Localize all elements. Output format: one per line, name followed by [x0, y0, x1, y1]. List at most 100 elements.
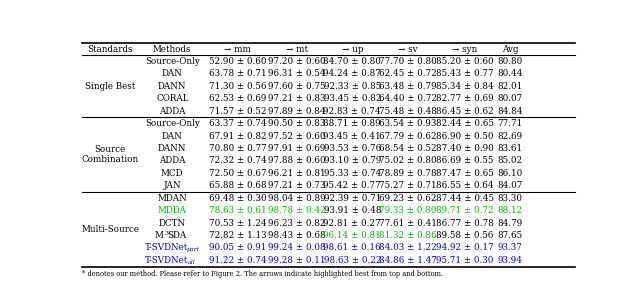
Text: 95.33 ± 0.74: 95.33 ± 0.74	[324, 169, 381, 178]
Text: 77.61 ± 0.41: 77.61 ± 0.41	[379, 219, 436, 228]
Text: 63.37 ± 0.74: 63.37 ± 0.74	[209, 119, 266, 128]
Text: 84.07: 84.07	[497, 181, 523, 190]
Text: Avg: Avg	[502, 45, 518, 54]
Text: 87.44 ± 0.45: 87.44 ± 0.45	[436, 194, 494, 203]
Text: → mm: → mm	[224, 45, 251, 54]
Text: Multi-Source: Multi-Source	[81, 225, 140, 234]
Text: 87.65: 87.65	[498, 231, 523, 240]
Text: 68.54 ± 0.52: 68.54 ± 0.52	[379, 144, 436, 153]
Text: 89.71 ± 0.72: 89.71 ± 0.72	[436, 206, 493, 215]
Text: → mt: → mt	[285, 45, 308, 54]
Text: 77.70 ± 0.80: 77.70 ± 0.80	[379, 57, 436, 66]
Text: 83.61: 83.61	[498, 144, 523, 153]
Text: 65.88 ± 0.68: 65.88 ± 0.68	[209, 181, 266, 190]
Text: 85.34 ± 0.84: 85.34 ± 0.84	[436, 82, 494, 91]
Text: 94.24 ± 0.87: 94.24 ± 0.87	[323, 69, 381, 78]
Text: 86.90 ± 0.50: 86.90 ± 0.50	[436, 132, 493, 141]
Text: 84.84: 84.84	[497, 107, 523, 116]
Text: 98.43 ± 0.68: 98.43 ± 0.68	[268, 231, 326, 240]
Text: 87.40 ± 0.90: 87.40 ± 0.90	[436, 144, 494, 153]
Text: 87.47 ± 0.65: 87.47 ± 0.65	[436, 169, 494, 178]
Text: 86.45 ± 0.62: 86.45 ± 0.62	[436, 107, 494, 116]
Text: 69.48 ± 0.30: 69.48 ± 0.30	[209, 194, 266, 203]
Text: 82.69: 82.69	[498, 132, 523, 141]
Text: * denotes our method. Please refer to Figure 2. The arrows indicate highlighted : * denotes our method. Please refer to Fi…	[83, 270, 444, 278]
Text: 92.81 ± 0.27: 92.81 ± 0.27	[323, 219, 381, 228]
Text: 86.10: 86.10	[498, 169, 523, 178]
Text: 72.50 ± 0.67: 72.50 ± 0.67	[209, 169, 266, 178]
Text: 97.60 ± 0.75: 97.60 ± 0.75	[268, 82, 326, 91]
Text: 64.40 ± 0.72: 64.40 ± 0.72	[379, 94, 437, 103]
Text: 78.63 ± 0.61: 78.63 ± 0.61	[209, 206, 266, 215]
Text: 98.78 ± 0.42: 98.78 ± 0.42	[268, 206, 326, 215]
Text: 71.57 ± 0.52: 71.57 ± 0.52	[209, 107, 266, 116]
Text: 97.20 ± 0.60: 97.20 ± 0.60	[268, 57, 326, 66]
Text: 77.71: 77.71	[498, 119, 523, 128]
Text: 86.55 ± 0.64: 86.55 ± 0.64	[436, 181, 493, 190]
Text: Source-Only: Source-Only	[145, 57, 200, 66]
Text: 92.83 ± 0.74: 92.83 ± 0.74	[323, 107, 381, 116]
Text: 3: 3	[165, 231, 169, 236]
Text: 80.80: 80.80	[498, 57, 523, 66]
Text: 93.94: 93.94	[498, 256, 523, 265]
Text: 93.53 ± 0.76: 93.53 ± 0.76	[324, 144, 381, 153]
Text: 86.77 ± 0.78: 86.77 ± 0.78	[436, 219, 494, 228]
Text: 93.37: 93.37	[498, 243, 523, 252]
Text: 97.52 ± 0.60: 97.52 ± 0.60	[268, 132, 326, 141]
Text: 92.33 ± 0.85: 92.33 ± 0.85	[324, 82, 381, 91]
Text: 69.23 ± 0.62: 69.23 ± 0.62	[379, 194, 436, 203]
Text: 90.05 ± 0.91: 90.05 ± 0.91	[209, 243, 266, 252]
Text: 88.71 ± 0.89: 88.71 ± 0.89	[323, 119, 381, 128]
Text: 96.23 ± 0.82: 96.23 ± 0.82	[268, 219, 326, 228]
Text: 71.30 ± 0.56: 71.30 ± 0.56	[209, 82, 266, 91]
Text: 84.86 ± 1.47: 84.86 ± 1.47	[379, 256, 437, 265]
Text: 72.32 ± 0.74: 72.32 ± 0.74	[209, 156, 267, 165]
Text: 63.78 ± 0.71: 63.78 ± 0.71	[209, 69, 266, 78]
Text: 97.91 ± 0.69: 97.91 ± 0.69	[268, 144, 325, 153]
Text: Standards: Standards	[88, 45, 133, 54]
Text: 96.31 ± 0.54: 96.31 ± 0.54	[268, 69, 326, 78]
Text: → syn: → syn	[452, 45, 477, 54]
Text: 93.45 ± 0.82: 93.45 ± 0.82	[324, 94, 381, 103]
Text: 86.69 ± 0.55: 86.69 ± 0.55	[436, 156, 493, 165]
Text: SDA: SDA	[167, 231, 186, 240]
Text: DAN: DAN	[162, 132, 182, 141]
Text: 82.44 ± 0.65: 82.44 ± 0.65	[436, 119, 494, 128]
Text: 84.70 ± 0.80: 84.70 ± 0.80	[323, 57, 381, 66]
Text: ADDA: ADDA	[159, 156, 186, 165]
Text: Source
Combination: Source Combination	[82, 145, 139, 164]
Text: 97.21 ± 0.83: 97.21 ± 0.83	[268, 94, 326, 103]
Text: → sv: → sv	[398, 45, 418, 54]
Text: Methods: Methods	[153, 45, 191, 54]
Text: 84.79: 84.79	[498, 219, 523, 228]
Text: 95.71 ± 0.30: 95.71 ± 0.30	[436, 256, 493, 265]
Text: 94.92 ± 0.17: 94.92 ± 0.17	[436, 243, 493, 252]
Text: 62.45 ± 0.72: 62.45 ± 0.72	[379, 69, 436, 78]
Text: 79.33 ± 0.80: 79.33 ± 0.80	[379, 206, 436, 215]
Text: 99.28 ± 0.11: 99.28 ± 0.11	[268, 256, 326, 265]
Text: JAN: JAN	[163, 181, 181, 190]
Text: 92.39 ± 0.71: 92.39 ± 0.71	[324, 194, 381, 203]
Text: 75.48 ± 0.48: 75.48 ± 0.48	[379, 107, 436, 116]
Text: Single Best: Single Best	[85, 82, 136, 91]
Text: 96.14 ± 0.81: 96.14 ± 0.81	[323, 231, 381, 240]
Text: 63.54 ± 0.93: 63.54 ± 0.93	[379, 119, 436, 128]
Text: 52.90 ± 0.60: 52.90 ± 0.60	[209, 57, 266, 66]
Text: part: part	[186, 248, 200, 252]
Text: CORAL: CORAL	[156, 94, 189, 103]
Text: MCD: MCD	[161, 169, 184, 178]
Text: DCTN: DCTN	[159, 219, 186, 228]
Text: 78.89 ± 0.78: 78.89 ± 0.78	[379, 169, 436, 178]
Text: 99.24 ± 0.08: 99.24 ± 0.08	[268, 243, 326, 252]
Text: 67.91 ± 0.82: 67.91 ± 0.82	[209, 132, 266, 141]
Text: 95.42 ± 0.77: 95.42 ± 0.77	[323, 181, 381, 190]
Text: 93.10 ± 0.79: 93.10 ± 0.79	[324, 156, 381, 165]
Text: 75.02 ± 0.80: 75.02 ± 0.80	[379, 156, 436, 165]
Text: all: all	[188, 260, 196, 265]
Text: 67.79 ± 0.62: 67.79 ± 0.62	[379, 132, 436, 141]
Text: 98.63 ± 0.22: 98.63 ± 0.22	[324, 256, 381, 265]
Text: DAN: DAN	[162, 69, 182, 78]
Text: 97.88 ± 0.60: 97.88 ± 0.60	[268, 156, 326, 165]
Text: T-SVDNet: T-SVDNet	[145, 243, 188, 252]
Text: DANN: DANN	[158, 82, 186, 91]
